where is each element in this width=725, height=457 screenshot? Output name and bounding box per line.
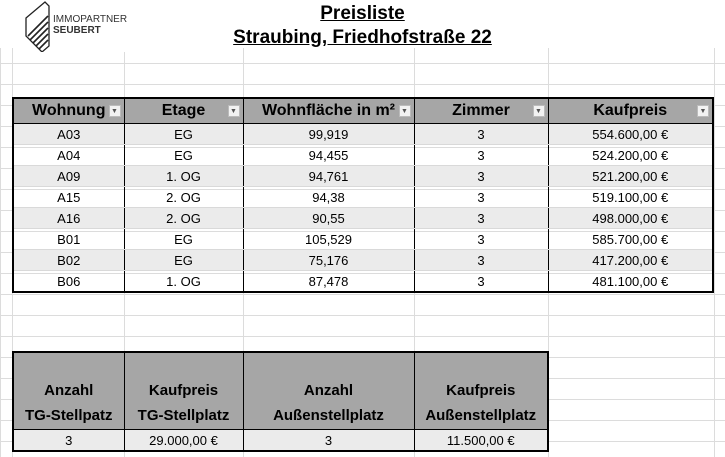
cell[interactable]: EG: [123, 123, 243, 145]
dropdown-filter-icon[interactable]: ▼: [227, 105, 240, 117]
header-kaufpreis[interactable]: Kaufpreis ▼: [547, 98, 713, 124]
apartment-price-table: Wohnung ▼ Etage ▼ Wohnfläche in m² ▼ Zimmer…: [12, 97, 714, 293]
cell[interactable]: 3: [12, 429, 124, 451]
cell[interactable]: 94,455: [242, 144, 414, 166]
cell[interactable]: A09: [12, 165, 124, 187]
parking-values-row: 3 29.000,00 € 3 11.500,00 €: [12, 429, 548, 451]
cell[interactable]: EG: [123, 249, 243, 271]
table-row: A16 2. OG 90,55 3 498.000,00 €: [12, 207, 713, 229]
cell[interactable]: 3: [413, 123, 548, 145]
cell[interactable]: 3: [242, 429, 414, 451]
svg-text:IMMOPARTNER: IMMOPARTNER: [53, 14, 127, 25]
cell[interactable]: A03: [12, 123, 124, 145]
table-row: B06 1. OG 87,478 3 481.100,00 €: [12, 270, 713, 293]
header-anzahl-tg: Anzahl TG-Stellpatz: [12, 352, 124, 430]
cell[interactable]: B06: [12, 270, 124, 293]
dropdown-filter-icon[interactable]: ▼: [532, 105, 545, 117]
cell[interactable]: 498.000,00 €: [547, 207, 713, 229]
cell[interactable]: 29.000,00 €: [123, 429, 243, 451]
cell[interactable]: 3: [413, 144, 548, 166]
cell[interactable]: 94,761: [242, 165, 414, 187]
header-kaufpreis-tg: Kaufpreis TG-Stellplatz: [123, 352, 243, 430]
page-subtitle: Straubing, Friedhofstraße 22: [233, 27, 492, 48]
cell[interactable]: EG: [123, 144, 243, 166]
cell[interactable]: 585.700,00 €: [547, 228, 713, 250]
cell[interactable]: 105,529: [242, 228, 414, 250]
cell[interactable]: 524.200,00 €: [547, 144, 713, 166]
cell[interactable]: 3: [413, 207, 548, 229]
table-header-row: Wohnung ▼ Etage ▼ Wohnfläche in m² ▼ Zimmer…: [12, 98, 713, 124]
header-zimmer[interactable]: Zimmer ▼: [413, 98, 548, 124]
cell[interactable]: 3: [413, 186, 548, 208]
cell[interactable]: EG: [123, 228, 243, 250]
cell[interactable]: 554.600,00 €: [547, 123, 713, 145]
header-kaufpreis-aussen: Kaufpreis Außenstellplatz: [413, 352, 548, 430]
cell[interactable]: A04: [12, 144, 124, 166]
cell[interactable]: 1. OG: [123, 270, 243, 293]
logo: IMMOPARTNER SEUBERT: [18, 0, 138, 53]
table-row: B01 EG 105,529 3 585.700,00 €: [12, 228, 713, 250]
cell[interactable]: 2. OG: [123, 207, 243, 229]
table-row: A15 2. OG 94,38 3 519.100,00 €: [12, 186, 713, 208]
cell[interactable]: 519.100,00 €: [547, 186, 713, 208]
cell[interactable]: 3: [413, 165, 548, 187]
cell[interactable]: 3: [413, 249, 548, 271]
dropdown-filter-icon[interactable]: ▼: [108, 105, 121, 117]
cell[interactable]: 99,919: [242, 123, 414, 145]
cell[interactable]: B01: [12, 228, 124, 250]
cell[interactable]: 94,38: [242, 186, 414, 208]
cell[interactable]: 417.200,00 €: [547, 249, 713, 271]
header-etage[interactable]: Etage ▼: [123, 98, 243, 124]
dropdown-filter-icon[interactable]: ▼: [697, 105, 709, 117]
svg-text:SEUBERT: SEUBERT: [53, 25, 101, 36]
cell[interactable]: 3: [413, 228, 548, 250]
table-row: B02 EG 75,176 3 417.200,00 €: [12, 249, 713, 271]
cell[interactable]: 2. OG: [123, 186, 243, 208]
parking-header-row: Anzahl TG-Stellpatz Kaufpreis TG-Stellplat…: [12, 352, 548, 430]
cell[interactable]: A15: [12, 186, 124, 208]
dropdown-filter-icon[interactable]: ▼: [398, 105, 411, 117]
cell[interactable]: 1. OG: [123, 165, 243, 187]
table-row: A09 1. OG 94,761 3 521.200,00 €: [12, 165, 713, 187]
header-wohnflaeche[interactable]: Wohnfläche in m² ▼: [242, 98, 414, 124]
cell[interactable]: A16: [12, 207, 124, 229]
table-row: A04 EG 94,455 3 524.200,00 €: [12, 144, 713, 166]
parking-table: Anzahl TG-Stellpatz Kaufpreis TG-Stellplat…: [12, 351, 549, 452]
cell[interactable]: 90,55: [242, 207, 414, 229]
table-row: A03 EG 99,919 3 554.600,00 €: [12, 123, 713, 145]
cell[interactable]: 87,478: [242, 270, 414, 293]
cell[interactable]: 481.100,00 €: [547, 270, 713, 293]
header-wohnung[interactable]: Wohnung ▼: [12, 98, 124, 124]
cell[interactable]: B02: [12, 249, 124, 271]
page-title: Preisliste: [320, 3, 405, 24]
header-anzahl-aussen: Anzahl Außenstellplatz: [242, 352, 414, 430]
cell[interactable]: 3: [413, 270, 548, 293]
cell[interactable]: 11.500,00 €: [413, 429, 548, 451]
cell[interactable]: 75,176: [242, 249, 414, 271]
cell[interactable]: 521.200,00 €: [547, 165, 713, 187]
